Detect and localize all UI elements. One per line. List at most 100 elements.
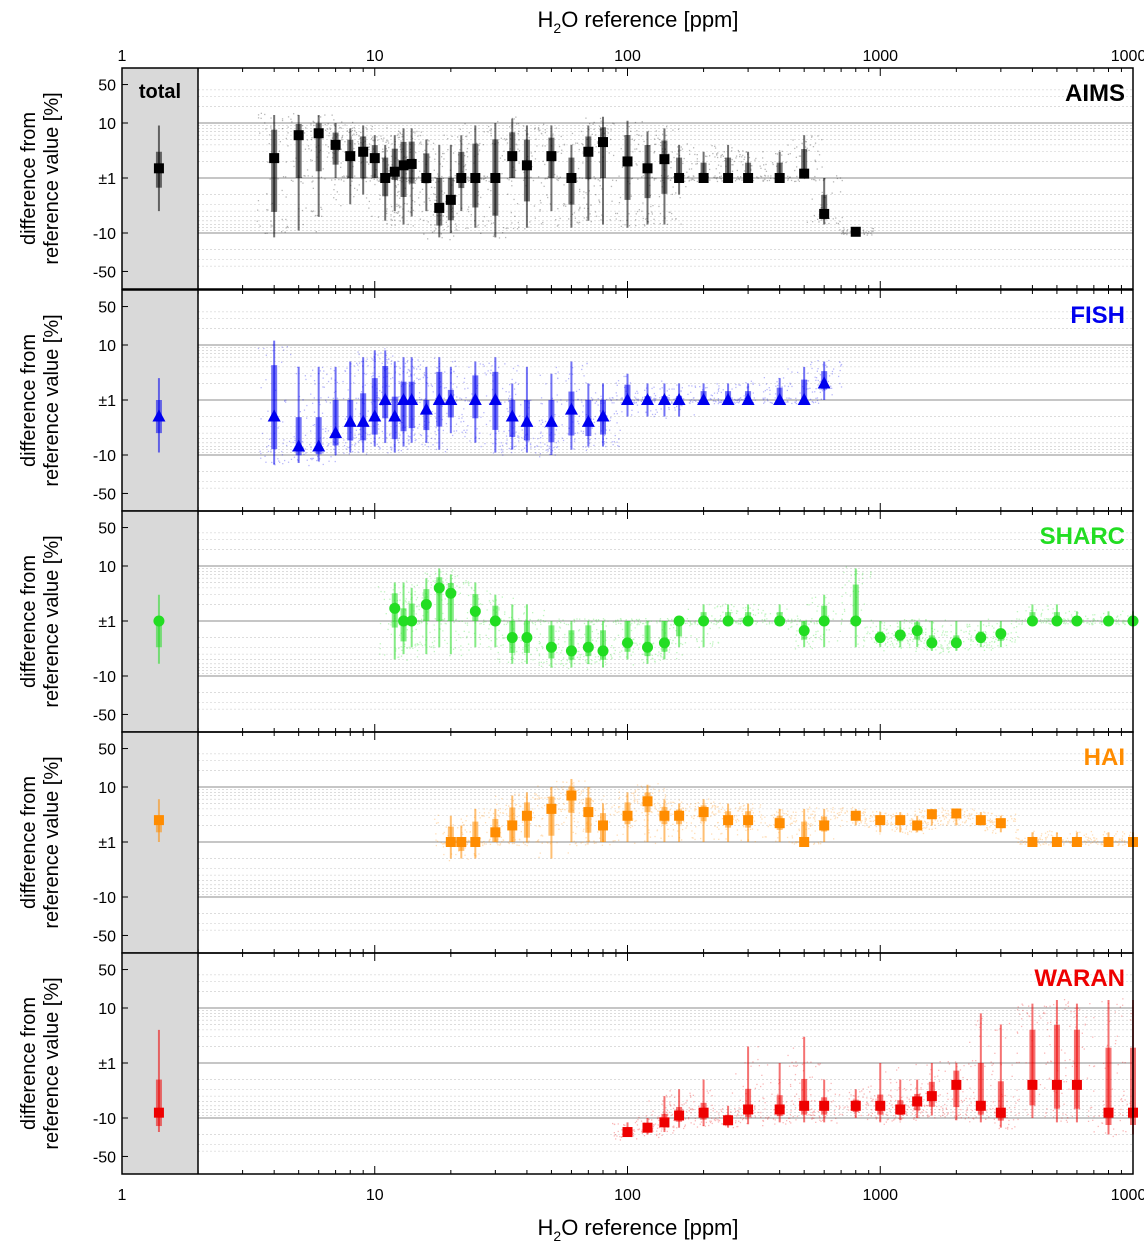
scatter-dot: [755, 157, 757, 160]
scatter-dot: [516, 203, 519, 205]
scatter-dot: [621, 398, 624, 400]
scatter-dot: [268, 134, 271, 136]
scatter-dot: [687, 608, 689, 610]
scatter-dot: [660, 180, 662, 182]
scatter-dot: [453, 371, 455, 373]
scatter-dot: [281, 118, 284, 120]
scatter-dot: [1037, 618, 1039, 620]
scatter-dot: [330, 368, 332, 370]
scatter-dot: [521, 429, 523, 431]
scatter-dot: [336, 397, 338, 399]
scatter-dot: [369, 180, 371, 182]
scatter-dot: [414, 132, 416, 134]
scatter-dot: [597, 655, 600, 658]
scatter-dot: [540, 437, 542, 439]
scatter-dot: [1045, 622, 1047, 624]
scatter-dot: [906, 639, 908, 641]
scatter-dot: [609, 219, 611, 221]
data-marker: [850, 226, 861, 237]
scatter-dot: [409, 195, 411, 197]
scatter-dot: [398, 207, 401, 209]
scatter-dot: [593, 623, 596, 625]
scatter-dot: [665, 134, 667, 137]
scatter-dot: [1063, 622, 1065, 624]
scatter-dot: [432, 142, 435, 144]
data-marker: [950, 637, 962, 649]
scatter-dot: [536, 649, 538, 651]
scatter-dot: [593, 185, 595, 187]
scatter-dot: [738, 151, 740, 153]
scatter-dot: [655, 143, 657, 145]
data-marker: [292, 439, 306, 452]
scatter-dot: [422, 377, 425, 379]
scatter-dot: [513, 198, 515, 201]
scatter-dot: [388, 146, 390, 149]
scatter-dot: [986, 644, 988, 646]
scatter-dot: [811, 602, 814, 604]
scatter-dot: [532, 622, 534, 625]
scatter-dot: [816, 397, 819, 399]
scatter-dot: [422, 615, 424, 617]
scatter-dot: [605, 445, 607, 448]
scatter-dot: [538, 176, 540, 178]
scatter-dot: [515, 393, 517, 396]
scatter-dot: [737, 610, 739, 612]
scatter-dot: [667, 175, 669, 177]
scatter-dot: [903, 619, 906, 621]
scatter-dot: [392, 589, 394, 591]
scatter-dot: [990, 649, 992, 651]
data-box: [271, 129, 278, 212]
scatter-dot: [388, 385, 390, 387]
scatter-dot: [843, 229, 845, 231]
scatter-dot: [821, 639, 823, 641]
scatter-dot: [482, 621, 484, 623]
scatter-dot: [873, 636, 875, 639]
scatter-dot: [333, 124, 336, 126]
scatter-dot: [862, 572, 864, 574]
scatter-dot: [691, 399, 693, 401]
scatter-dot: [466, 831, 468, 833]
scatter-dot: [483, 216, 486, 218]
scatter-dot: [684, 180, 686, 182]
scatter-dot: [433, 624, 435, 626]
scatter-dot: [841, 233, 843, 235]
scatter-dot: [314, 383, 316, 385]
data-marker: [267, 409, 281, 422]
data-box: [624, 135, 631, 200]
scatter-dot: [757, 177, 759, 179]
scatter-dot: [856, 570, 858, 572]
scatter-dot: [328, 152, 330, 154]
scatter-dot: [734, 621, 737, 623]
scatter-dot: [731, 170, 734, 172]
scatter-dot: [446, 448, 448, 451]
scatter-dot: [423, 373, 425, 376]
scatter-dot: [344, 151, 346, 153]
scatter-dot: [397, 449, 400, 452]
scatter-dot: [432, 179, 434, 181]
scatter-dot: [531, 166, 533, 168]
scatter-dot: [791, 385, 793, 388]
scatter-dot: [970, 638, 972, 640]
scatter-dot: [528, 226, 530, 228]
scatter-dot: [634, 402, 636, 404]
scatter-dot: [467, 581, 469, 583]
scatter-dot: [419, 364, 422, 366]
scatter-dot: [453, 235, 455, 237]
scatter-dot: [367, 365, 369, 367]
scatter-dot: [594, 402, 596, 404]
scatter-dot: [608, 152, 610, 154]
scatter-dot: [886, 633, 888, 635]
scatter-dot: [549, 453, 551, 456]
scatter-dot: [1070, 619, 1072, 621]
scatter-dot: [422, 592, 424, 594]
scatter-dot: [385, 141, 387, 143]
scatter-dot: [722, 389, 724, 391]
scatter-dot: [940, 647, 943, 649]
scatter-dot: [516, 123, 518, 125]
scatter-dot: [456, 376, 458, 378]
scatter-dot: [739, 154, 741, 156]
scatter-dot: [500, 644, 502, 647]
scatter-dot: [371, 128, 373, 130]
data-marker: [741, 393, 755, 405]
